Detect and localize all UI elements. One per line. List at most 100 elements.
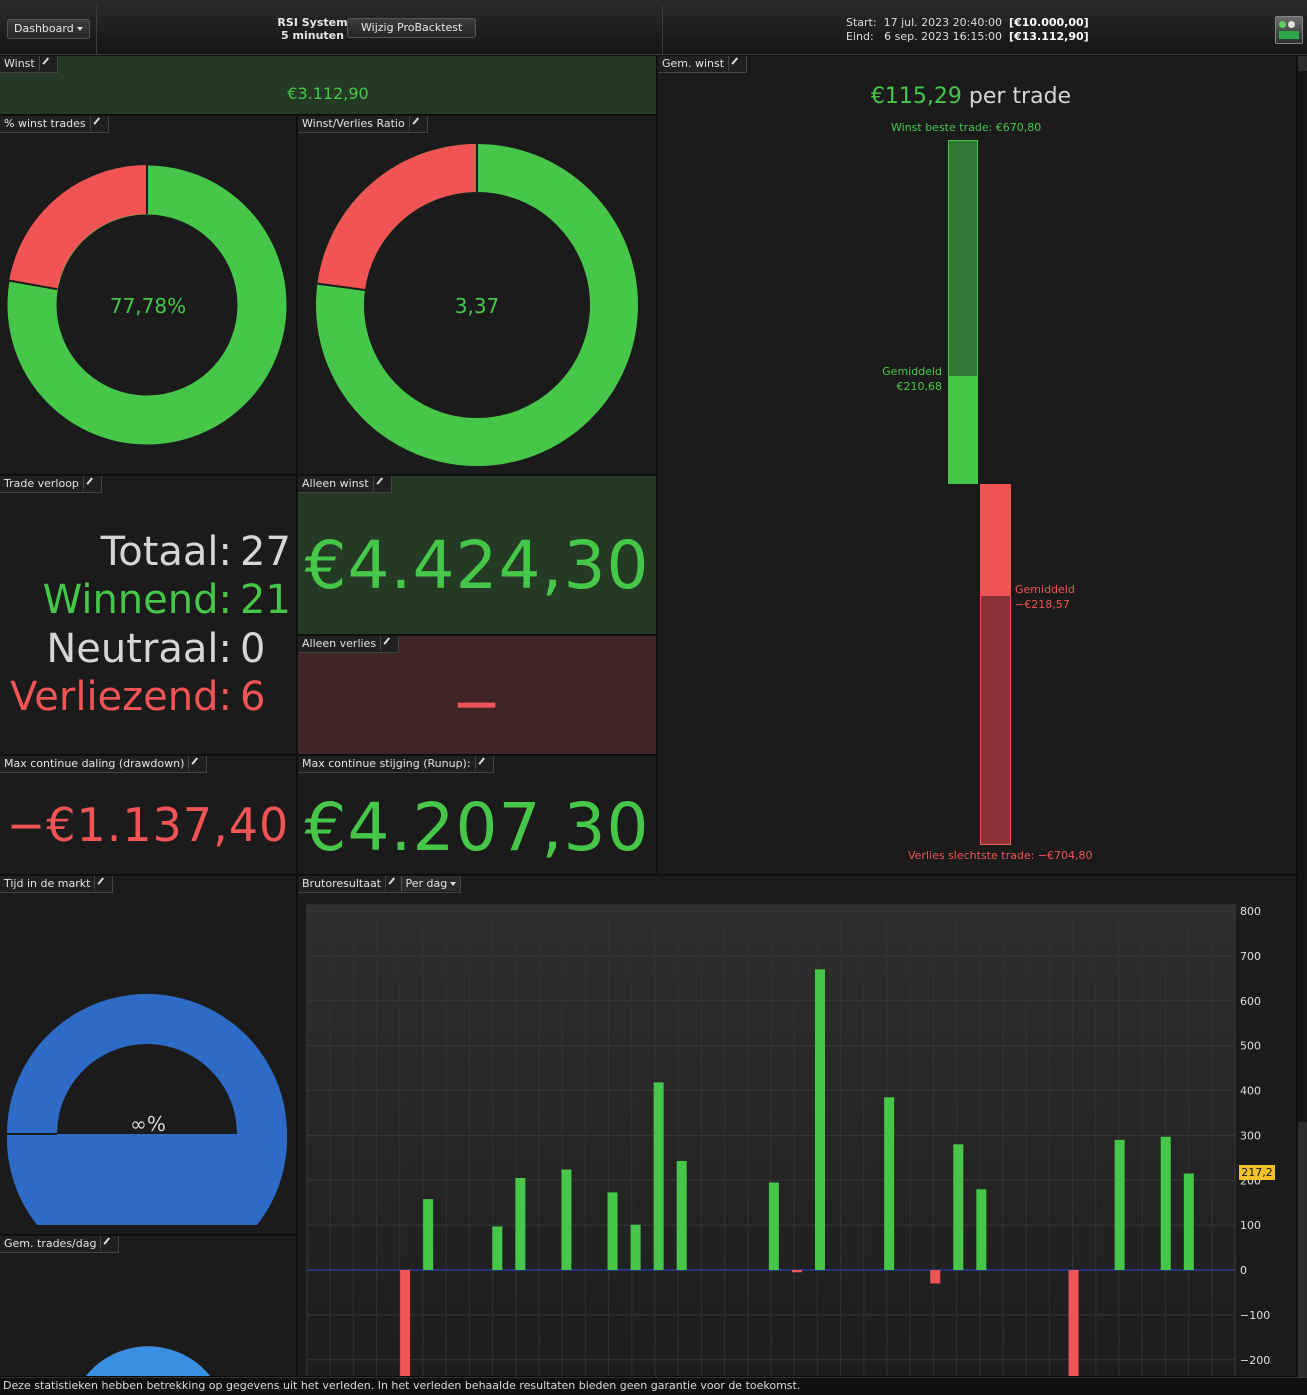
- drawdown-title: Max continue daling (drawdown): [0, 756, 208, 773]
- result-bar[interactable]: [400, 1270, 411, 1377]
- period-label: Per dag: [405, 877, 448, 890]
- wrench-icon[interactable]: [380, 636, 394, 651]
- toolbar-divider: [662, 6, 663, 54]
- toolbar-divider: [96, 6, 97, 54]
- start-label: Start:: [846, 16, 877, 29]
- gem-winst-title: Gem. winst: [658, 56, 748, 73]
- result-bar[interactable]: [561, 1169, 572, 1270]
- gauge-center: [57, 1044, 237, 1134]
- dashboard-dropdown[interactable]: Dashboard: [7, 19, 90, 39]
- y-tick-label: 0: [1240, 1264, 1247, 1277]
- scrollbar[interactable]: [1298, 56, 1307, 71]
- gem-winst-headline: €115,29 per trade: [658, 84, 1296, 109]
- winning-row: Winnend: 21: [42, 577, 291, 623]
- pct-winst-panel: % winst trades 77,78%: [0, 116, 297, 475]
- trade-verloop-title: Trade verloop: [0, 476, 102, 493]
- wrench-icon[interactable]: [100, 1236, 114, 1251]
- result-bar[interactable]: [515, 1178, 526, 1270]
- result-bar[interactable]: [976, 1189, 987, 1270]
- customize-dashboard-icon[interactable]: [1275, 16, 1303, 44]
- result-bar[interactable]: [607, 1192, 618, 1270]
- alleen-winst-value: €4.424,30: [304, 527, 650, 604]
- winst-title: Winst: [0, 56, 58, 73]
- gem-winst-suffix: per trade: [968, 84, 1072, 109]
- tijd-markt-value: ∞%: [130, 1112, 166, 1136]
- y-tick-label: 600: [1240, 995, 1261, 1008]
- alleen-verlies-value: −€1.311,40: [320, 669, 633, 754]
- gem-trades-panel: Gem. trades/dag: [0, 1236, 297, 1377]
- worst-trade-label: Verlies slechtste trade: −€704,80: [908, 849, 1093, 862]
- y-tick-label: −200: [1240, 1354, 1270, 1367]
- wrench-icon[interactable]: [89, 116, 104, 131]
- timeframe: 5 minuten: [281, 29, 344, 42]
- winst-panel: Winst €3.112,90: [0, 56, 657, 115]
- best-trade-label: Winst beste trade: €670,80: [891, 121, 1042, 134]
- trade-verloop-panel: Trade verloop Totaal: 27 Winnend: 21 Neutr…: [0, 476, 297, 755]
- wrench-icon[interactable]: [372, 476, 387, 491]
- result-bar[interactable]: [1183, 1173, 1194, 1270]
- wrench-icon[interactable]: [82, 476, 97, 491]
- ratio-value: 3,37: [454, 294, 500, 318]
- result-bar[interactable]: [1068, 1270, 1079, 1377]
- avg-loss-label: Gemiddeld −€218,57: [1015, 583, 1075, 612]
- donut-separator: [8, 279, 58, 291]
- y-tick-label: 400: [1240, 1085, 1261, 1098]
- edit-probacktest-button[interactable]: Wijzig ProBacktest: [347, 18, 477, 38]
- result-bar[interactable]: [884, 1097, 895, 1270]
- result-bar[interactable]: [953, 1144, 964, 1270]
- y-tick-label: 800: [1240, 905, 1261, 918]
- y-tick-label: 300: [1240, 1129, 1261, 1142]
- neutral-row: Neutraal: 0: [46, 626, 266, 672]
- result-bar[interactable]: [1114, 1139, 1125, 1270]
- wrench-icon[interactable]: [188, 756, 202, 771]
- y-tick-label: −100: [1240, 1309, 1270, 1322]
- trades-per-day-gauge: [85, 1346, 211, 1376]
- y-tick-label: 100: [1240, 1219, 1261, 1232]
- result-bar[interactable]: [653, 1082, 664, 1270]
- runup-title: Max continue stijging (Runup):: [298, 756, 494, 773]
- wrench-icon[interactable]: [474, 756, 489, 771]
- runup-panel: Max continue stijging (Runup): €4.207,30: [298, 756, 657, 875]
- y-tick-label: 500: [1240, 1040, 1261, 1053]
- result-bar[interactable]: [768, 1182, 779, 1270]
- wrench-icon[interactable]: [408, 116, 423, 131]
- result-bar[interactable]: [791, 1270, 802, 1273]
- end-capital: [€13.112,90]: [1009, 30, 1089, 43]
- result-bar[interactable]: [423, 1199, 434, 1270]
- runup-value: €4.207,30: [304, 789, 650, 866]
- wrench-icon[interactable]: [385, 876, 399, 891]
- ratio-donut: [316, 143, 638, 466]
- result-bar[interactable]: [1160, 1136, 1171, 1270]
- gem-winst-value: €115,29: [870, 84, 962, 109]
- chevron-down-icon: [450, 882, 457, 886]
- donut-loss-segment: [317, 144, 477, 290]
- end-label: Eind:: [846, 30, 874, 43]
- winst-value: €3.112,90: [287, 84, 369, 103]
- alleen-winst-title: Alleen winst: [298, 476, 392, 493]
- avg-win-label: Gemiddeld €210,68: [882, 364, 942, 393]
- total-row: Totaal: 27: [100, 529, 291, 575]
- y-tick-label: 700: [1240, 950, 1261, 963]
- disclaimer-footer: Deze statistieken hebben betrekking op g…: [0, 1377, 1307, 1395]
- ratio-title: Winst/Verlies Ratio: [298, 116, 428, 133]
- dashboard-label: Dashboard: [14, 22, 74, 35]
- pct-winst-donut: [7, 164, 287, 445]
- alleen-verlies-title: Alleen verlies: [298, 636, 400, 653]
- scrollbar[interactable]: [1298, 1122, 1307, 1377]
- bruto-title: Brutoresultaat Per dag: [298, 876, 462, 893]
- result-bar[interactable]: [676, 1160, 687, 1270]
- start-capital: [€10.000,00]: [1009, 16, 1089, 29]
- avg-win-bar: [948, 375, 978, 484]
- period-dropdown[interactable]: Per dag: [400, 876, 461, 891]
- wrench-icon[interactable]: [728, 56, 742, 71]
- grid: [307, 905, 1235, 1376]
- result-bar[interactable]: [930, 1270, 941, 1284]
- wrench-icon[interactable]: [38, 56, 53, 71]
- wrench-icon[interactable]: [94, 876, 108, 891]
- result-bar[interactable]: [630, 1224, 641, 1270]
- result-bar[interactable]: [815, 969, 825, 1270]
- alleen-verlies-panel: Alleen verlies −€1.311,40: [298, 636, 657, 755]
- result-bar[interactable]: [492, 1226, 503, 1270]
- system-info: RSI System 5 minuten: [270, 16, 355, 42]
